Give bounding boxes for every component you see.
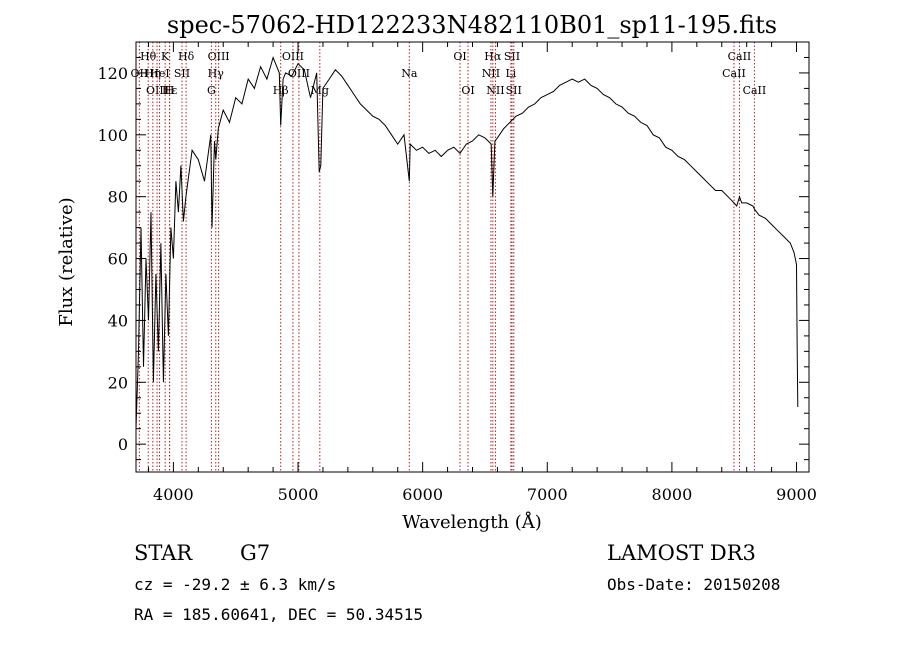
line-marker-label-25: SII	[506, 84, 522, 97]
x-tick-label-3: 7000	[527, 485, 568, 504]
object-subclass: G7	[240, 541, 270, 565]
line-marker-label-12: G	[207, 84, 216, 97]
line-marker-label-18: OI	[453, 50, 466, 63]
line-marker-label-27: CaII	[722, 67, 746, 80]
line-marker-label-16: Mg	[311, 84, 329, 97]
line-marker-label-3: OIII	[146, 84, 168, 97]
line-marker-label-11: Hγ	[208, 67, 225, 80]
x-axis-label: Wavelength (Å)	[402, 511, 542, 533]
line-marker-label-28: CaII	[743, 84, 767, 97]
line-marker-label-21: SII	[504, 50, 520, 63]
line-marker-label-15: Hβ	[273, 84, 289, 97]
line-marker-label-23: Li	[505, 67, 516, 80]
observation-date: Obs-Date: 20150208	[607, 575, 780, 594]
x-tick-label-4: 8000	[652, 485, 693, 504]
y-axis-label: Flux (relative)	[56, 197, 77, 326]
line-marker-label-1: OII	[131, 67, 149, 80]
line-marker-label-13: OIII	[282, 50, 304, 63]
line-marker-label-6: Hε	[162, 84, 178, 97]
line-marker-label-4: K	[161, 50, 170, 63]
x-tick-label-2: 6000	[402, 485, 443, 504]
line-marker-label-22: NII	[482, 67, 500, 80]
object-class: STAR	[134, 541, 193, 565]
x-tick-label-0: 4000	[153, 485, 194, 504]
y-tick-label-5: 100	[97, 126, 128, 145]
survey-name: LAMOST DR3	[607, 541, 756, 565]
x-tick-label-1: 5000	[278, 485, 319, 504]
redshift-cz: cz = -29.2 ± 6.3 km/s	[134, 575, 336, 594]
y-tick-label-2: 40	[108, 311, 128, 330]
y-tick-label-0: 0	[118, 435, 128, 454]
line-marker-label-10: OIII	[208, 50, 230, 63]
ra-dec: RA = 185.60641, DEC = 50.34515	[134, 605, 423, 624]
line-marker-label-26: CaII	[728, 50, 752, 63]
y-tick-label-4: 80	[108, 188, 128, 207]
spectrum-series	[135, 55, 799, 429]
line-marker-label-7: SII	[174, 67, 190, 80]
chart-title: spec-57062-HD122233N482110B01_sp11-195.f…	[167, 11, 777, 39]
spectrum-line	[135, 55, 799, 429]
x-tick-label-5: 9000	[776, 485, 817, 504]
line-marker-label-9: Hδ	[178, 50, 195, 63]
y-tick-label-3: 60	[108, 250, 128, 269]
y-tick-label-6: 120	[97, 64, 128, 83]
line-marker-label-24: NII	[486, 84, 504, 97]
x-axis: 4000 5000 6000 7000 8000 9000	[147, 42, 817, 504]
line-marker-label-19: OI	[461, 84, 474, 97]
line-marker-label-0: Hθ	[140, 50, 157, 63]
line-marker-label-17: Na	[401, 67, 418, 80]
y-axis: 0 20 40 60 80 100 120	[97, 56, 809, 461]
line-marker-label-20: Hα	[484, 50, 502, 63]
line-marker-label-5: HeI	[149, 67, 169, 80]
line-marker-label-8: H	[165, 84, 175, 97]
y-tick-label-1: 20	[108, 373, 128, 392]
